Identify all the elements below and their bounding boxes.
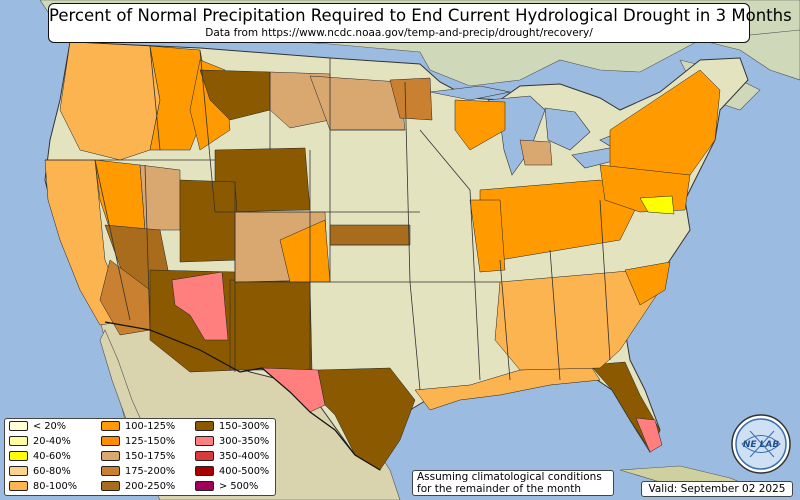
- legend-item: 175-200%: [101, 466, 175, 478]
- legend-swatch: [9, 436, 28, 446]
- region-utah: [179, 179, 241, 263]
- legend-item: 125-150%: [101, 436, 175, 448]
- region-florida-south: [635, 417, 663, 453]
- note-line: Assuming climatological conditions: [417, 471, 602, 483]
- legend-label: 200-250%: [125, 481, 176, 492]
- legend-swatch: [101, 466, 120, 476]
- legend-item: 150-175%: [101, 451, 175, 463]
- region-minnesota: [389, 77, 433, 121]
- region-montana-west: [199, 69, 271, 121]
- region-michigan: [454, 99, 506, 151]
- legend-item: > 500%: [195, 481, 258, 493]
- legend-item: 40-60%: [9, 451, 71, 463]
- legend-label: < 20%: [33, 421, 67, 432]
- legend-label: 125-150%: [125, 436, 176, 447]
- legend-label: 300-350%: [219, 436, 270, 447]
- legend-swatch: [9, 451, 28, 461]
- logo-text: NE LAB: [743, 440, 780, 450]
- legend-swatch: [101, 481, 120, 491]
- legend-label: 80-100%: [33, 481, 78, 492]
- legend-item: 100-125%: [101, 421, 175, 433]
- legend-label: 350-400%: [219, 451, 270, 462]
- legend-swatch: [195, 421, 214, 431]
- legend-swatch: [101, 436, 120, 446]
- legend-label: 60-80%: [33, 466, 71, 477]
- legend-label: 400-500%: [219, 466, 270, 477]
- great-lakes: [429, 85, 651, 176]
- us-mexico-border: [104, 321, 381, 471]
- legend-item: 150-300%: [195, 421, 269, 433]
- legend-swatch: [195, 466, 214, 476]
- region-maryland: [639, 195, 675, 215]
- legend-swatch: [9, 481, 28, 491]
- region-kansas-nebraska: [329, 224, 411, 246]
- legend-item: 400-500%: [195, 466, 269, 478]
- legend-swatch: [195, 436, 214, 446]
- title-box: Percent of Normal Precipitation Required…: [48, 3, 792, 43]
- region-midwest-light: [519, 139, 553, 166]
- drought-regions: [44, 41, 721, 471]
- note-line: for the remainder of the month: [417, 483, 582, 495]
- legend-label: 20-40%: [33, 436, 71, 447]
- legend-item: 350-400%: [195, 451, 269, 463]
- assumption-note: Assuming climatological conditions for t…: [412, 470, 614, 496]
- legend-swatch: [9, 466, 28, 476]
- state-borders: [45, 45, 611, 391]
- map-subtitle: Data from https://www.ncdc.noaa.gov/temp…: [205, 27, 593, 39]
- lab-logo: NE LAB: [731, 414, 791, 474]
- legend-label: 150-175%: [125, 451, 176, 462]
- valid-date: Valid: September 02 2025: [641, 481, 793, 497]
- legend-swatch: [9, 421, 28, 431]
- legend-item: 300-350%: [195, 436, 269, 448]
- region-new-mexico: [229, 279, 313, 371]
- legend-swatch: [101, 451, 120, 461]
- legend-label: 150-300%: [219, 421, 270, 432]
- legend-swatch: [101, 421, 120, 431]
- legend-label: 40-60%: [33, 451, 71, 462]
- legend-item: 80-100%: [9, 481, 77, 493]
- legend: < 20% 20-40% 40-60% 60-80% 80-100% 100-1…: [4, 418, 276, 496]
- legend-label: > 500%: [219, 481, 259, 492]
- legend-label: 175-200%: [125, 466, 176, 477]
- legend-item: < 20%: [9, 421, 66, 433]
- legend-item: 20-40%: [9, 436, 71, 448]
- legend-label: 100-125%: [125, 421, 176, 432]
- map-title: Percent of Normal Precipitation Required…: [49, 6, 792, 25]
- legend-item: 200-250%: [101, 481, 175, 493]
- legend-swatch: [195, 481, 214, 491]
- legend-item: 60-80%: [9, 466, 71, 478]
- region-carolina-coast: [624, 261, 671, 306]
- legend-swatch: [195, 451, 214, 461]
- region-illinois: [469, 199, 506, 273]
- region-gulf-coast: [414, 364, 601, 411]
- region-arizona-high: [171, 271, 229, 341]
